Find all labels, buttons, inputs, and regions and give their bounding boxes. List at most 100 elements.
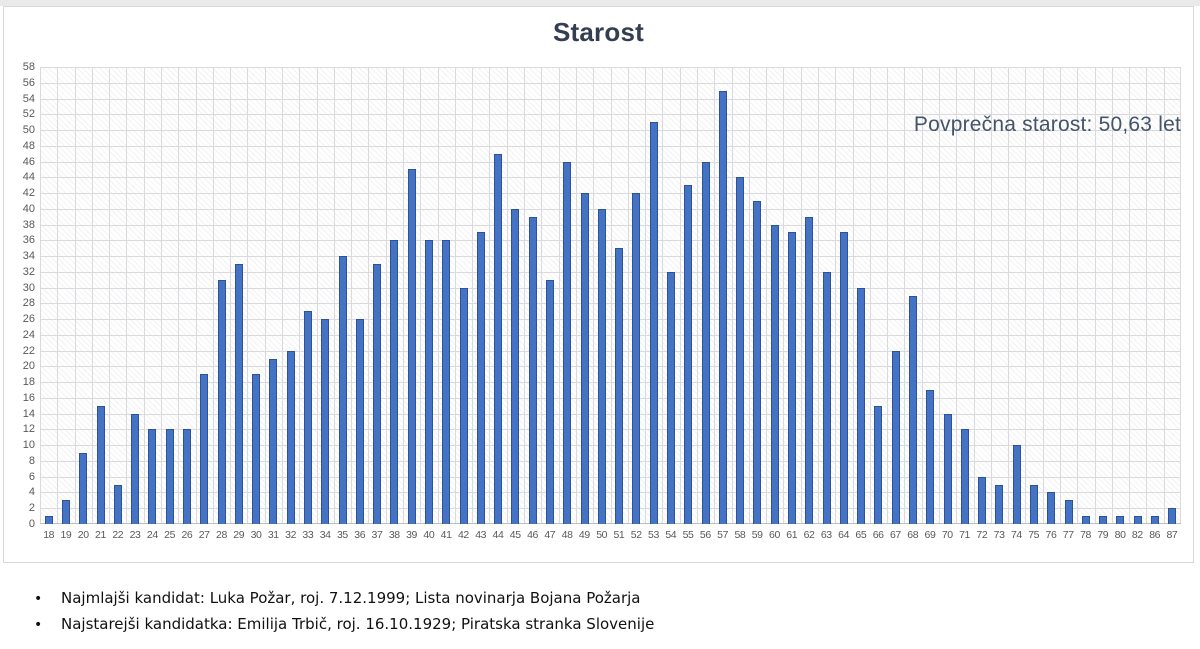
bar-age-24 [148,429,157,524]
x-tick-label: 30 [250,529,262,541]
gridline-vertical [230,67,231,524]
y-tick-label: 52 [22,108,35,121]
bar-age-31 [269,358,278,524]
gridline-horizontal [40,256,1181,258]
gridline-vertical [126,67,127,524]
x-tick-label: 49 [578,529,590,541]
chart-title: Starost [553,17,644,47]
gridline-vertical [196,67,197,524]
x-tick-label: 80 [1114,529,1126,541]
x-tick-label: 37 [371,529,383,541]
gridline-vertical [40,67,41,524]
note-text: Najstarejši kandidatka: Emilija Trbič, r… [61,615,655,633]
bar-age-36 [355,319,364,524]
y-tick-label: 46 [22,155,35,168]
bar-age-25 [165,429,174,524]
gridline-horizontal [40,114,1181,116]
x-tick-label: 76 [1045,529,1057,541]
note-item: • Najmlajši kandidat: Luka Požar, roj. 7… [34,586,654,612]
x-tick-label: 72 [976,529,988,541]
x-tick-label: 78 [1080,529,1091,541]
gridline-vertical [870,67,871,524]
bar-age-80 [1116,516,1125,524]
gridline-vertical [1112,67,1113,524]
bar-age-65 [857,287,866,524]
x-tick-label: 75 [1028,529,1040,541]
bar-age-53 [649,122,658,524]
gridline-vertical [991,67,992,524]
x-tick-label: 50 [596,529,608,541]
x-tick-label: 32 [285,529,297,541]
x-tick-label: 69 [924,529,936,541]
bullet-icon: • [34,617,43,633]
gridline-vertical [282,67,283,524]
bar-age-74 [1012,445,1021,524]
gridline-vertical [455,67,456,524]
gridline-vertical [576,67,577,524]
x-tick-label: 47 [544,529,556,541]
gridline-vertical [974,67,975,524]
bar-age-48 [563,161,572,524]
gridline-vertical [887,67,888,524]
x-tick-label: 43 [475,529,487,541]
x-tick-label: 63 [820,529,832,541]
bar-age-63 [822,271,831,524]
gridline-vertical [835,67,836,524]
gridline-horizontal [40,82,1181,84]
bar-age-19 [61,500,70,524]
bar-age-62 [805,216,814,524]
y-tick-label: 56 [22,76,35,89]
x-tick-label: 82 [1131,529,1143,541]
y-tick-label: 38 [22,218,35,231]
gridline-vertical [57,67,58,524]
x-tick-label: 24 [146,529,158,541]
bar-age-27 [200,374,209,524]
x-tick-label: 22 [112,529,124,541]
gridline-vertical [351,67,352,524]
bar-age-40 [424,240,433,524]
bar-age-23 [131,413,140,524]
gridline-horizontal [40,334,1181,336]
bar-age-54 [667,271,675,524]
bar-age-35 [338,256,347,524]
gridline-vertical [853,67,854,524]
gridline-horizontal [40,508,1181,510]
bar-age-76 [1047,492,1056,524]
x-tick-label: 46 [527,529,538,541]
gridline-vertical [1129,67,1130,524]
x-tick-label: 67 [889,529,901,541]
gridline-vertical [1043,67,1044,524]
bar-age-60 [770,224,779,524]
gridline-vertical [507,67,508,524]
y-tick-label: 18 [22,376,35,389]
gridline-vertical [1146,67,1147,524]
gridline-vertical [1008,67,1009,524]
bar-age-73 [995,484,1004,524]
y-tick-label: 12 [22,423,35,436]
gridline-vertical [75,67,76,524]
bar-age-49 [580,193,589,524]
x-tick-label: 28 [216,529,227,541]
y-tick-label: 32 [22,265,35,278]
gridline-vertical [317,67,318,524]
x-tick-label: 36 [354,529,366,541]
y-tick-label: 26 [22,313,35,326]
gridline-vertical [1180,67,1181,524]
plot-area [40,67,1181,524]
x-tick-label: 34 [319,529,331,541]
bullet-icon: • [34,591,43,607]
x-tick-label: 52 [630,529,642,541]
x-tick-label: 51 [613,529,625,541]
x-axis: 18 19 20 21 22 23 24 25 26 27 28 29 30 31 32 33 34 35 36 37… [40,528,1181,542]
x-tick-label: 56 [699,529,711,541]
gridline-vertical [783,67,784,524]
gridline-vertical [593,67,594,524]
x-tick-label: 74 [1010,529,1022,541]
gridline-horizontal [40,413,1181,415]
gridline-vertical [144,67,145,524]
y-tick-label: 22 [22,344,35,357]
x-tick-label: 44 [492,529,504,541]
y-tick-label: 10 [22,439,35,452]
gridline-vertical [161,67,162,524]
gridline-horizontal [40,67,1181,68]
